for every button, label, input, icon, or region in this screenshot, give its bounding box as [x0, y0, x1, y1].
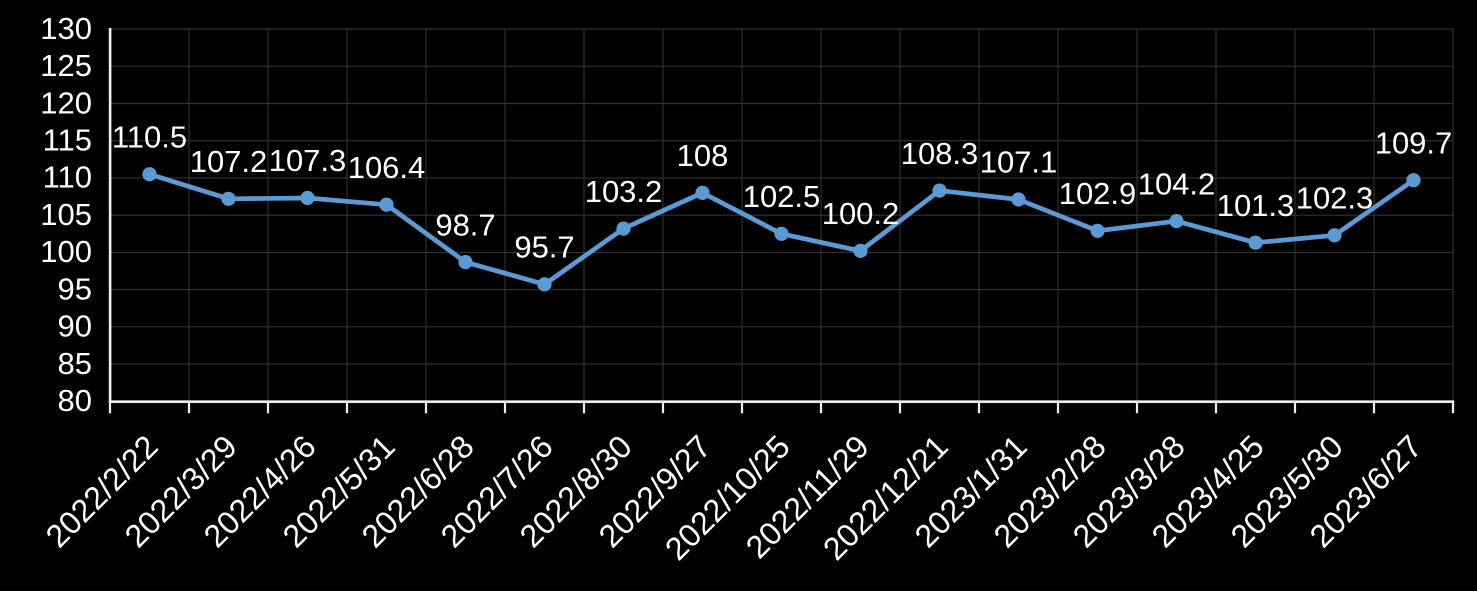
svg-text:100.2: 100.2	[822, 196, 900, 231]
svg-text:115: 115	[43, 123, 92, 158]
svg-text:95: 95	[58, 271, 92, 306]
svg-text:90: 90	[58, 309, 92, 344]
svg-text:107.3: 107.3	[269, 143, 347, 178]
svg-text:120: 120	[40, 85, 92, 120]
svg-text:107.2: 107.2	[190, 144, 268, 179]
svg-text:125: 125	[40, 48, 92, 83]
svg-text:109.7: 109.7	[1375, 125, 1453, 160]
svg-text:102.3: 102.3	[1296, 181, 1374, 216]
svg-text:108.3: 108.3	[901, 136, 979, 171]
svg-text:105: 105	[40, 197, 92, 232]
svg-text:107.1: 107.1	[980, 145, 1058, 180]
svg-text:102.5: 102.5	[743, 179, 821, 214]
svg-text:80: 80	[58, 383, 92, 418]
svg-text:102.9: 102.9	[1059, 176, 1137, 211]
svg-text:103.2: 103.2	[585, 174, 663, 209]
svg-text:130: 130	[40, 11, 92, 46]
svg-text:95.7: 95.7	[514, 230, 574, 265]
svg-text:101.3: 101.3	[1217, 188, 1295, 223]
svg-text:85: 85	[58, 346, 92, 381]
svg-text:100: 100	[40, 234, 92, 269]
svg-text:108: 108	[677, 138, 729, 173]
svg-text:104.2: 104.2	[1138, 166, 1216, 201]
svg-text:110.5: 110.5	[112, 119, 187, 154]
svg-text:98.7: 98.7	[435, 207, 495, 242]
svg-text:106.4: 106.4	[348, 150, 426, 185]
svg-text:110: 110	[43, 160, 92, 195]
